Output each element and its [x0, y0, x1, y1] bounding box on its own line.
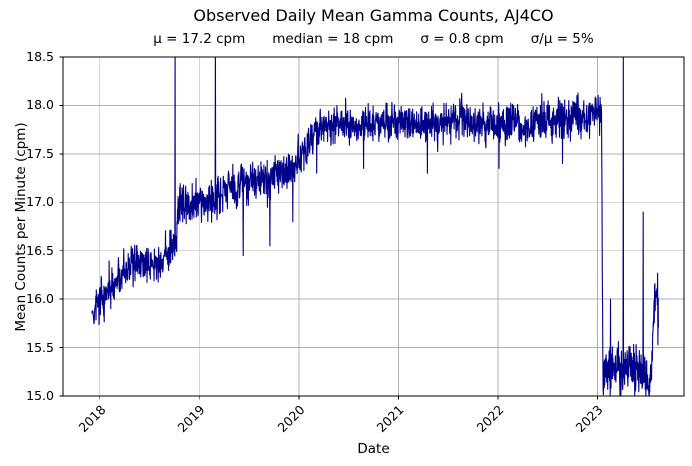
- y-tick-label: 17.0: [26, 194, 54, 210]
- stat-mean: μ = 17.2 cpm: [153, 31, 246, 47]
- stat-median: median = 18 cpm: [272, 31, 394, 47]
- y-tick-label: 16.0: [26, 291, 54, 307]
- y-tick-label: 17.5: [26, 145, 54, 161]
- y-tick-label: 18.0: [26, 97, 54, 113]
- y-tick-label: 18.5: [26, 49, 54, 64]
- x-axis-label: Date: [357, 441, 390, 457]
- y-tick-label: 16.5: [26, 242, 54, 258]
- stats-subtitle: μ = 17.2 cpm median = 18 cpm σ = 0.8 cpm…: [63, 31, 684, 47]
- y-tick-label: 15.0: [26, 388, 54, 403]
- stat-sigma: σ = 0.8 cpm: [420, 31, 504, 47]
- stat-cv: σ/μ = 5%: [530, 31, 594, 47]
- y-tick-label: 15.5: [26, 339, 54, 355]
- chart-title: Observed Daily Mean Gamma Counts, AJ4CO: [193, 6, 554, 25]
